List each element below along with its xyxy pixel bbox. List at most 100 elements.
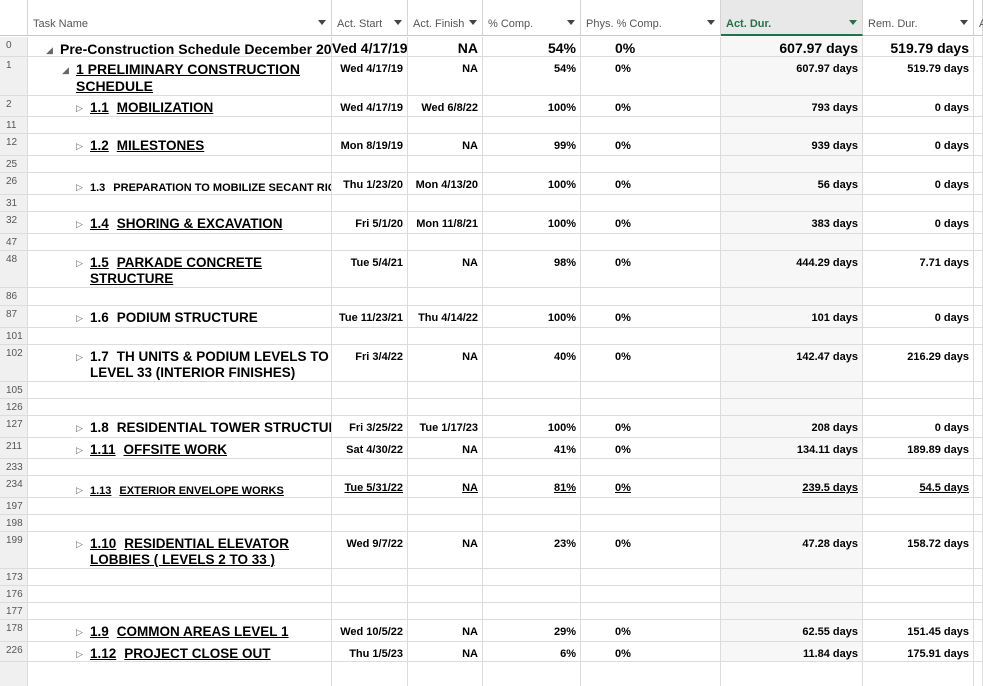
cell-rem[interactable] [863, 328, 974, 345]
cell-rem[interactable]: 519.79 days [863, 57, 974, 96]
cell-start[interactable]: Thu 1/5/23 [332, 642, 408, 662]
table-row[interactable]: 31 [0, 195, 983, 212]
cell-task[interactable] [28, 117, 332, 134]
cell-rem[interactable]: 216.29 days [863, 345, 974, 382]
cell-start[interactable]: Mon 8/19/19 [332, 134, 408, 156]
cell-start[interactable]: Thu 1/23/20 [332, 173, 408, 195]
expand-toggle-icon[interactable]: ▷ [76, 539, 83, 549]
cell-rem[interactable] [863, 586, 974, 603]
cell-phys[interactable] [581, 328, 721, 345]
cell-phys[interactable]: 0% [581, 620, 721, 642]
cell-start[interactable]: Wed 9/7/22 [332, 532, 408, 569]
cell-task[interactable] [28, 156, 332, 173]
cell-task[interactable]: ▷ 1.7 TH UNITS & PODIUM LEVELS TO LEVEL 33 … [28, 345, 332, 382]
cell-task[interactable]: ▷ 1.10 RESIDENTIAL ELEVATOR LOBBIES ( LEVEL… [28, 532, 332, 569]
table-row[interactable]: 11 [0, 117, 983, 134]
table-row[interactable]: 105 [0, 382, 983, 399]
cell-pct[interactable] [483, 569, 581, 586]
cell-finish[interactable]: NA [408, 37, 483, 57]
table-row[interactable]: 173 [0, 569, 983, 586]
cell-dur[interactable]: 383 days [721, 212, 863, 234]
cell-start[interactable] [332, 156, 408, 173]
cell-phys[interactable] [581, 498, 721, 515]
table-row[interactable]: 86 [0, 288, 983, 306]
cell-task[interactable] [28, 498, 332, 515]
table-row[interactable]: 126 [0, 399, 983, 416]
chevron-down-icon[interactable] [707, 20, 715, 25]
table-row[interactable]: 26 ▷ 1.3 PREPARATION TO MOBILIZE SECANT RIG… [0, 173, 983, 195]
expand-toggle-icon[interactable]: ▷ [76, 485, 83, 495]
cell-finish[interactable] [408, 498, 483, 515]
cell-rem[interactable]: 54.5 days [863, 476, 974, 498]
cell-pct[interactable]: 6% [483, 642, 581, 662]
cell-dur[interactable] [721, 603, 863, 620]
task-name[interactable]: OFFSITE WORK [123, 442, 228, 457]
cell-pct[interactable] [483, 399, 581, 416]
cell-dur[interactable]: 142.47 days [721, 345, 863, 382]
cell-finish[interactable]: NA [408, 134, 483, 156]
task-name[interactable]: RESIDENTIAL ELEVATOR [124, 536, 290, 551]
chevron-down-icon[interactable] [318, 20, 326, 25]
task-name[interactable]: PARKADE CONCRETE STRUCTURE [90, 255, 263, 286]
column-header-start[interactable]: Act. Start [332, 0, 408, 36]
task-name[interactable]: Pre-Construction Schedule December 2018 [60, 41, 332, 57]
collapse-toggle-icon[interactable]: ◢ [62, 65, 69, 75]
table-row[interactable]: 211 ▷ 1.11 OFFSITE WORK Sat 4/30/22 NA 41% 0% 13… [0, 438, 983, 459]
expand-toggle-icon[interactable]: ▷ [76, 445, 83, 455]
cell-finish[interactable] [408, 382, 483, 399]
cell-dur[interactable] [721, 515, 863, 532]
cell-finish[interactable] [408, 195, 483, 212]
cell-phys[interactable] [581, 586, 721, 603]
chevron-down-icon[interactable] [960, 20, 968, 25]
cell-pct[interactable] [483, 382, 581, 399]
cell-task[interactable]: ▷ 1.3 PREPARATION TO MOBILIZE SECANT RIGS [28, 173, 332, 195]
cell-finish[interactable] [408, 156, 483, 173]
cell-rem[interactable]: 0 days [863, 212, 974, 234]
cell-dur[interactable]: 62.55 days [721, 620, 863, 642]
cell-rem[interactable]: 175.91 days [863, 642, 974, 662]
cell-task[interactable] [28, 382, 332, 399]
cell-phys[interactable]: 0% [581, 306, 721, 328]
cell-task[interactable]: ▷ 1.8 RESIDENTIAL TOWER STRUCTURE [28, 416, 332, 438]
cell-phys[interactable]: 0% [581, 476, 721, 498]
cell-finish[interactable] [408, 328, 483, 345]
expand-toggle-icon[interactable]: ▷ [76, 313, 83, 323]
cell-phys[interactable]: 0% [581, 416, 721, 438]
cell-start[interactable] [332, 586, 408, 603]
cell-start[interactable]: Fri 3/4/22 [332, 345, 408, 382]
column-header-finish[interactable]: Act. Finish [408, 0, 483, 36]
cell-pct[interactable] [483, 515, 581, 532]
cell-phys[interactable] [581, 288, 721, 306]
cell-pct[interactable] [483, 603, 581, 620]
chevron-down-icon[interactable] [849, 20, 857, 25]
cell-task[interactable]: ▷ 1.4 SHORING & EXCAVATION [28, 212, 332, 234]
cell-pct[interactable] [483, 459, 581, 476]
cell-finish[interactable]: NA [408, 438, 483, 459]
table-row[interactable]: 178 ▷ 1.9 COMMON AREAS LEVEL 1 Wed 10/5/22 NA… [0, 620, 983, 642]
column-header-dur[interactable]: Act. Dur. [721, 0, 863, 36]
cell-dur[interactable]: 607.97 days [721, 37, 863, 57]
expand-toggle-icon[interactable]: ▷ [76, 182, 83, 192]
cell-pct[interactable]: 98% [483, 251, 581, 288]
table-row[interactable]: 87 ▷ 1.6 PODIUM STRUCTURE Tue 11/23/21 Thu 4/… [0, 306, 983, 328]
task-name[interactable]: SHORING & EXCAVATION [116, 216, 283, 231]
cell-task[interactable]: ▷ 1.2 MILESTONES [28, 134, 332, 156]
cell-dur[interactable]: 101 days [721, 306, 863, 328]
cell-finish[interactable] [408, 569, 483, 586]
table-row[interactable]: 2 ▷ 1.1 MOBILIZATION Wed 4/17/19 Wed 6/8/22 10… [0, 96, 983, 117]
cell-pct[interactable] [483, 328, 581, 345]
cell-dur[interactable] [721, 288, 863, 306]
cell-pct[interactable]: 100% [483, 96, 581, 117]
cell-pct[interactable] [483, 234, 581, 251]
cell-task[interactable]: ▷ 1.11 OFFSITE WORK [28, 438, 332, 459]
cell-dur[interactable] [721, 459, 863, 476]
task-name[interactable]: RESIDENTIAL TOWER STRUCTURE [116, 420, 332, 435]
cell-phys[interactable]: 0% [581, 532, 721, 569]
table-row[interactable]: 25 [0, 156, 983, 173]
cell-finish[interactable] [408, 586, 483, 603]
cell-start[interactable]: Wed 4/17/19 [332, 96, 408, 117]
cell-rem[interactable] [863, 515, 974, 532]
cell-finish[interactable] [408, 234, 483, 251]
cell-phys[interactable] [581, 569, 721, 586]
task-name[interactable]: MILESTONES [116, 138, 205, 153]
